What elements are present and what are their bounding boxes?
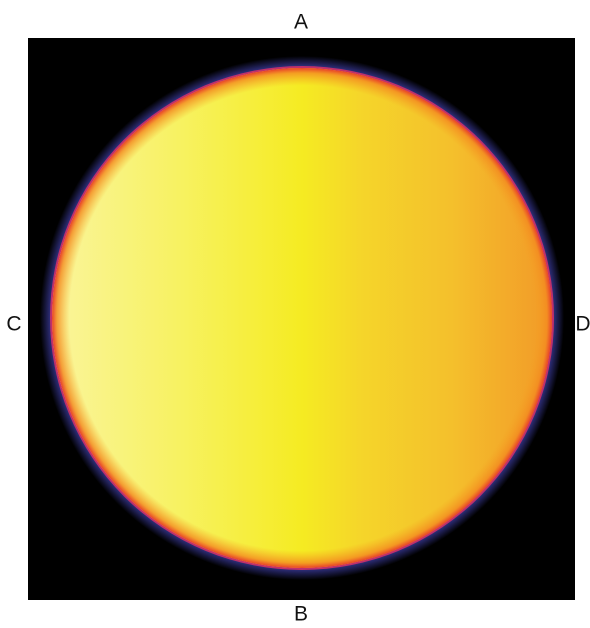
label-right: D [575,313,590,336]
label-left: C [6,313,21,336]
figure: A B C D [0,0,590,628]
disc-rim [52,68,552,568]
label-top: A [294,11,308,34]
label-bottom: B [294,603,308,626]
page: A B C D (() => { const data = JSON.parse… [0,0,590,628]
